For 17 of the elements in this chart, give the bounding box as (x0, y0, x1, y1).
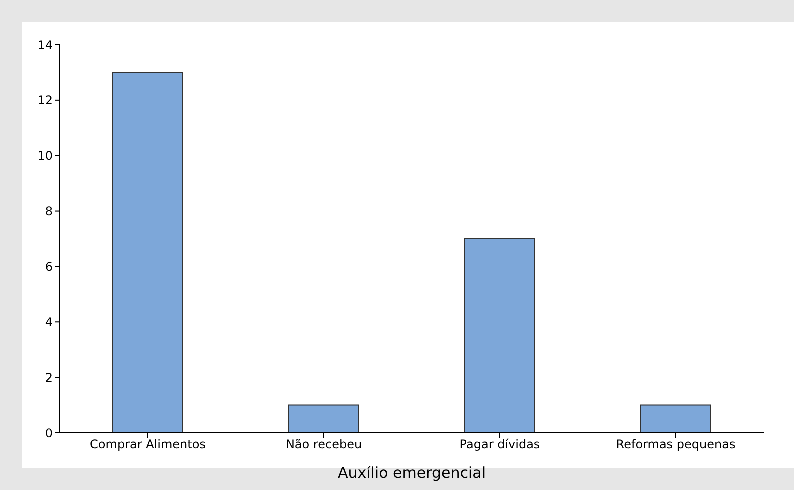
y-tick-label: 8 (45, 204, 53, 219)
y-tick-label: 10 (38, 149, 53, 164)
y-tick-label: 6 (45, 260, 53, 274)
y-tick-label: 4 (45, 315, 53, 330)
bar (464, 238, 536, 433)
y-tick-label: 14 (38, 38, 53, 52)
x-axis-title: Auxílio emergencial (338, 464, 486, 482)
x-tick-label: Pagar dívidas (460, 438, 540, 452)
y-tick-label: 0 (45, 426, 53, 440)
x-tick-label: Não recebeu (286, 438, 362, 452)
x-tick-label: Comprar Alimentos (90, 438, 206, 452)
y-tick-label: 2 (45, 370, 53, 385)
bar (288, 404, 360, 433)
y-tick-label: 12 (38, 94, 53, 108)
bar (640, 404, 712, 433)
x-tick-label: Reformas pequenas (616, 438, 736, 452)
bar (112, 72, 184, 433)
